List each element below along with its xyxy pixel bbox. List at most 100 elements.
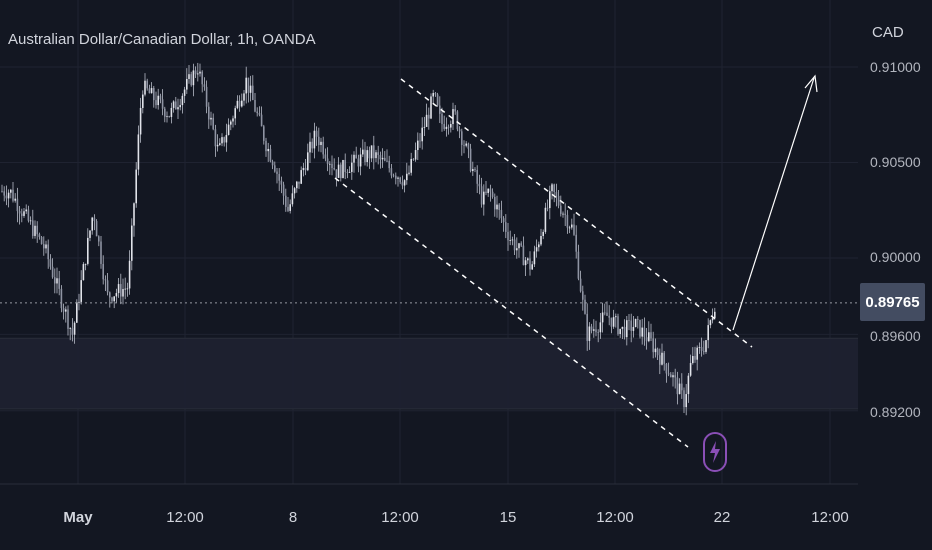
candle-body [274,165,276,172]
candle-body [260,114,263,127]
candle-body [621,326,624,329]
candle-body [648,332,650,342]
candle-body [390,168,393,176]
candle-body [384,157,386,161]
candle-body [463,144,465,146]
candle-body [32,220,34,236]
projection-arrow-line[interactable] [732,77,815,331]
candle-body [436,94,439,106]
candle-body [665,363,668,374]
candle-body [480,186,483,205]
candle-body [555,192,558,196]
candle-body [454,109,456,112]
y-tick-label: 0.90000 [870,249,921,265]
x-tick-label: 8 [288,509,298,526]
candle-body [278,173,280,181]
candle-body [18,211,21,214]
candle-body [238,100,241,107]
candle-body [681,383,683,391]
candle-body [524,260,527,266]
candle-body [425,114,428,127]
channel-lower-line[interactable] [334,177,689,448]
candle-body [502,218,505,223]
candle-body [324,154,327,159]
candle-body [549,191,551,209]
candle-body [331,163,333,168]
candle-body [115,293,118,297]
candle-body [509,240,511,241]
candle-body [12,189,14,201]
candle-body [82,264,85,281]
candle-body [113,296,115,302]
candle-body [291,193,294,205]
candle-body [689,363,692,376]
candle-body [544,207,547,232]
candle-body [197,73,199,75]
candle-body [692,356,694,364]
candle-body [34,225,36,236]
candle-body [377,152,379,156]
candle-body [329,163,331,165]
candle-body [159,95,162,100]
candle-body [419,140,421,142]
candle-body [472,169,474,172]
candle-body [456,111,459,130]
candle-body [111,297,113,302]
candle-body [412,158,415,160]
candle-body [659,355,661,365]
candle-body [245,77,247,94]
candle-body [351,162,353,172]
candle-body [205,86,208,107]
candle-body [186,78,188,90]
x-tick-label: 12:00 [166,509,204,526]
candle-body [439,105,441,114]
candle-body [271,161,274,166]
candle-body [120,284,122,297]
candle-body [511,239,514,241]
candle-body [181,95,184,106]
candle-body [507,231,509,241]
candle-body [705,340,707,352]
candle-body [373,145,375,159]
candle-body [639,319,641,337]
lightning-icon[interactable] [703,432,727,472]
candle-body [335,169,338,178]
candle-body [359,154,362,167]
candle-body [654,348,657,353]
candle-body [139,107,142,135]
candle-body [7,192,10,199]
last-price-badge: 0.89765 [860,283,925,321]
candle-body [320,141,322,146]
candle-body [630,320,632,331]
candle-body [142,94,144,108]
candle-body [5,195,8,199]
candle-body [168,116,170,117]
candle-body [637,318,639,320]
candle-body [593,329,595,331]
candle-body [164,108,166,117]
candle-body [401,182,404,186]
candle-body [661,352,663,365]
candle-body [584,299,586,314]
y-tick-label: 0.89200 [870,404,921,420]
candle-body [60,288,63,309]
candle-body [269,148,272,162]
candle-body [296,181,298,189]
candle-body [696,347,698,360]
candle-body [265,140,267,152]
x-tick-label: 12:00 [811,509,849,526]
candle-body [302,167,305,171]
candle-body [256,111,258,114]
candle-body [674,375,676,378]
candle-body [553,184,555,193]
candle-body [522,245,525,266]
candle-body [161,99,164,109]
candle-body [333,167,335,170]
candle-body [375,152,377,159]
candle-body [533,251,536,265]
channel-upper-line[interactable] [400,78,753,348]
candle-body [289,204,291,211]
candle-body [340,164,342,179]
candle-body [137,134,140,170]
